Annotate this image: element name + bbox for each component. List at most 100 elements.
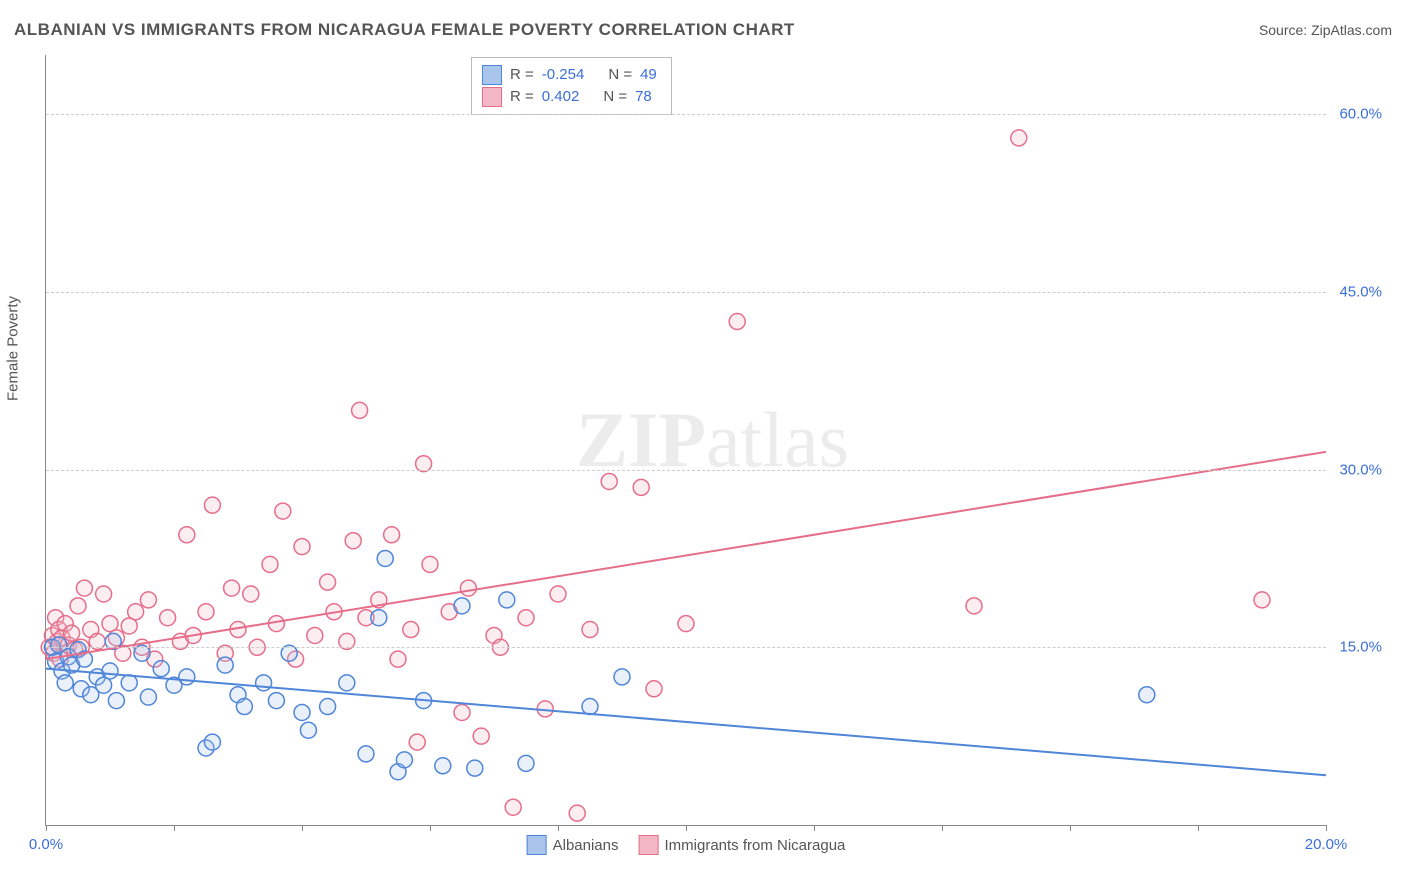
plot-area: ZIPatlas R = -0.254 N = 49 R = 0.402 N =…	[45, 55, 1326, 826]
n-value-albanians: 49	[640, 64, 657, 86]
data-point	[377, 550, 393, 566]
data-point	[204, 734, 220, 750]
legend-label-albanians: Albanians	[553, 837, 619, 854]
data-point	[345, 533, 361, 549]
data-point	[582, 622, 598, 638]
y-tick-label: 15.0%	[1332, 639, 1382, 656]
data-point	[550, 586, 566, 602]
data-point	[108, 693, 124, 709]
x-tick	[174, 825, 175, 831]
data-point	[160, 610, 176, 626]
data-point	[179, 527, 195, 543]
data-point	[518, 610, 534, 626]
n-label: N =	[608, 64, 632, 86]
data-point	[320, 574, 336, 590]
data-point	[96, 586, 112, 602]
x-tick	[1198, 825, 1199, 831]
data-point	[467, 760, 483, 776]
stats-legend: R = -0.254 N = 49 R = 0.402 N = 78	[471, 57, 672, 115]
data-point	[140, 689, 156, 705]
correlation-chart: Female Poverty ZIPatlas R = -0.254 N = 4…	[45, 55, 1385, 835]
y-tick-label: 30.0%	[1332, 461, 1382, 478]
data-point	[70, 598, 86, 614]
trend-line	[46, 669, 1326, 776]
data-point	[569, 805, 585, 821]
data-point	[614, 669, 630, 685]
swatch-albanians	[482, 65, 502, 85]
legend-label-nicaragua: Immigrants from Nicaragua	[665, 837, 846, 854]
source-label: Source:	[1259, 22, 1311, 38]
data-point	[371, 610, 387, 626]
n-value-nicaragua: 78	[635, 86, 652, 108]
data-point	[320, 699, 336, 715]
swatch-nicaragua	[639, 835, 659, 855]
data-point	[128, 604, 144, 620]
data-point	[204, 497, 220, 513]
x-tick-label: 20.0%	[1305, 836, 1348, 853]
data-point	[217, 657, 233, 673]
data-point	[1011, 130, 1027, 146]
data-point	[224, 580, 240, 596]
data-point	[294, 704, 310, 720]
r-label: R =	[510, 64, 534, 86]
y-axis-title: Female Poverty	[5, 296, 22, 401]
data-point	[582, 699, 598, 715]
stats-row-nicaragua: R = 0.402 N = 78	[482, 86, 657, 108]
data-point	[1139, 687, 1155, 703]
data-point	[262, 556, 278, 572]
x-tick	[942, 825, 943, 831]
legend-item-albanians: Albanians	[527, 835, 619, 855]
data-point	[57, 675, 73, 691]
stats-row-albanians: R = -0.254 N = 49	[482, 64, 657, 86]
data-point	[243, 586, 259, 602]
data-point	[307, 627, 323, 643]
n-label: N =	[603, 86, 627, 108]
y-tick-label: 45.0%	[1332, 283, 1382, 300]
data-point	[102, 663, 118, 679]
data-point	[403, 622, 419, 638]
x-tick	[1070, 825, 1071, 831]
swatch-albanians	[527, 835, 547, 855]
x-tick-label: 0.0%	[29, 836, 63, 853]
x-tick	[46, 825, 47, 831]
data-point	[198, 604, 214, 620]
r-value-albanians: -0.254	[542, 64, 585, 86]
data-point	[275, 503, 291, 519]
x-tick	[1326, 825, 1327, 831]
chart-title: ALBANIAN VS IMMIGRANTS FROM NICARAGUA FE…	[14, 20, 795, 40]
series-legend: Albanians Immigrants from Nicaragua	[527, 835, 846, 855]
source-name: ZipAtlas.com	[1311, 22, 1392, 38]
swatch-nicaragua	[482, 87, 502, 107]
data-point	[76, 580, 92, 596]
legend-item-nicaragua: Immigrants from Nicaragua	[639, 835, 846, 855]
data-point	[518, 755, 534, 771]
data-point	[384, 527, 400, 543]
data-point	[153, 661, 169, 677]
data-point	[473, 728, 489, 744]
data-point	[396, 752, 412, 768]
data-point	[179, 669, 195, 685]
x-tick	[558, 825, 559, 831]
data-point	[454, 704, 470, 720]
data-point	[460, 580, 476, 596]
data-point	[256, 675, 272, 691]
data-point	[454, 598, 470, 614]
data-point	[678, 616, 694, 632]
data-point	[499, 592, 515, 608]
data-point	[390, 651, 406, 667]
x-tick	[430, 825, 431, 831]
data-point	[236, 699, 252, 715]
r-value-nicaragua: 0.402	[542, 86, 580, 108]
source-attribution: Source: ZipAtlas.com	[1259, 22, 1392, 38]
data-point	[646, 681, 662, 697]
y-tick-label: 60.0%	[1332, 106, 1382, 123]
data-point	[1254, 592, 1270, 608]
data-point	[300, 722, 316, 738]
data-point	[409, 734, 425, 750]
data-point	[505, 799, 521, 815]
data-point	[966, 598, 982, 614]
data-point	[339, 675, 355, 691]
data-point	[633, 479, 649, 495]
data-point	[268, 693, 284, 709]
data-point	[294, 539, 310, 555]
